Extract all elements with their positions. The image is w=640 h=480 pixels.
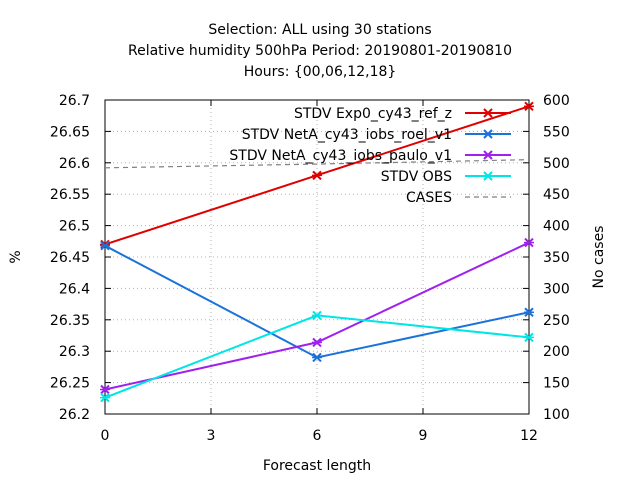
y2-tick-label: 450 (543, 187, 570, 203)
y-tick-label: 26.6 (59, 156, 90, 172)
legend-label: STDV NetA_cy43_iobs_roel_v1 (242, 127, 452, 143)
series-3 (100, 310, 534, 403)
data-point (524, 307, 534, 317)
y-tick-label: 26.45 (50, 250, 90, 266)
y2-tick-label: 200 (543, 344, 570, 360)
chart-title: Selection: ALL using 30 stations Relative… (128, 22, 512, 80)
chart-title-line: Hours: {00,06,12,18} (244, 64, 397, 80)
data-point (524, 332, 534, 343)
y2-axis-label: No cases (591, 226, 607, 289)
y2-tick-label: 400 (543, 219, 570, 235)
legend-marker (483, 171, 493, 181)
data-point (312, 337, 322, 348)
y2-tick-label: 250 (543, 313, 570, 329)
series-line (104, 159, 530, 169)
data-point (100, 392, 110, 403)
y2-axis: 100 150 200 250 300 350 400 450 500 550 600 (523, 93, 570, 423)
y-tick-label: 26.5 (59, 219, 90, 235)
legend-marker (483, 129, 493, 139)
y2-tick-label: 600 (543, 93, 570, 109)
series-4 (104, 159, 530, 169)
x-tick-label: 3 (207, 428, 216, 444)
y-tick-label: 26.25 (50, 376, 90, 392)
y-tick-label: 26.65 (50, 124, 90, 140)
legend: STDV Exp0_cy43_ref_z STDV NetA_cy43_iobs_… (229, 106, 511, 206)
y-tick-label: 26.2 (59, 407, 90, 423)
data-point (100, 384, 110, 395)
y-axis: 26.2 26.25 26.3 26.35 26.4 26.45 26.5 26.55 26.6… (50, 93, 111, 423)
series-1 (100, 240, 534, 363)
legend-label: STDV OBS (381, 169, 452, 185)
legend-marker (483, 108, 493, 118)
y2-tick-label: 100 (543, 407, 570, 423)
y2-tick-label: 300 (543, 281, 570, 297)
data-point (100, 240, 110, 251)
data-point (524, 101, 534, 111)
data-point (312, 170, 322, 181)
legend-marker (483, 150, 493, 160)
y2-tick-label: 350 (543, 250, 570, 266)
x-tick-label: 12 (520, 428, 538, 444)
y2-tick-label: 150 (543, 376, 570, 392)
x-axis: 0 3 6 9 12 (101, 100, 538, 444)
y2-tick-label: 500 (543, 156, 570, 172)
x-axis-label: Forecast length (263, 458, 371, 474)
y-axis-label: % (8, 250, 24, 263)
series-0 (100, 101, 534, 250)
x-tick-label: 6 (313, 428, 322, 444)
y-tick-label: 26.4 (59, 281, 90, 297)
grid (105, 100, 529, 414)
series-layer (100, 101, 534, 403)
y-tick-label: 26.7 (59, 93, 90, 109)
data-point (312, 310, 322, 321)
y2-tick-label: 550 (543, 124, 570, 140)
data-point (312, 352, 322, 363)
legend-label: STDV Exp0_cy43_ref_z (294, 106, 452, 122)
x-tick-label: 9 (419, 428, 428, 444)
y-tick-label: 26.3 (59, 344, 90, 360)
data-point (524, 237, 534, 248)
y-tick-label: 26.35 (50, 313, 90, 329)
series-2 (100, 237, 534, 395)
y-tick-label: 26.55 (50, 187, 90, 203)
chart-title-line: Relative humidity 500hPa Period: 2019080… (128, 43, 512, 59)
x-tick-label: 0 (101, 428, 110, 444)
legend-label: STDV NetA_cy43_iobs_paulo_v1 (229, 148, 452, 164)
legend-label: CASES (406, 190, 452, 206)
chart-title-line: Selection: ALL using 30 stations (208, 22, 431, 38)
